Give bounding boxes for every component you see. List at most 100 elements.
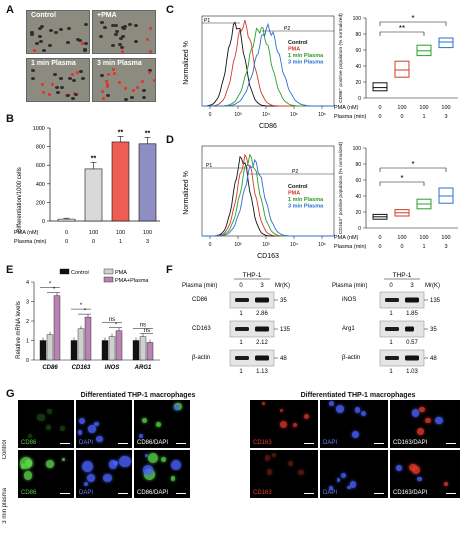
fluorescence-image: DAPI xyxy=(76,400,132,448)
cell xyxy=(99,74,104,78)
gate-p2: P2 xyxy=(284,26,290,32)
legend-entry: Control xyxy=(288,184,308,190)
cell-signal xyxy=(108,460,118,469)
x-tick-label: 0 xyxy=(209,112,212,118)
x-tick-label: 10³ xyxy=(234,112,242,118)
cell xyxy=(124,86,128,90)
blot-protein-label: iNOS xyxy=(342,297,356,303)
scale-bar xyxy=(176,443,186,444)
cell xyxy=(120,45,125,49)
cell-signal xyxy=(45,425,51,430)
category-label: CD86 xyxy=(42,365,58,371)
blot-condition-label: Plasma (min) xyxy=(332,283,367,289)
cell xyxy=(59,27,64,31)
blot-protein-label: CD163 xyxy=(192,326,211,332)
histogram-curve xyxy=(202,158,334,237)
bar xyxy=(101,340,109,361)
cell xyxy=(39,24,44,28)
blot-band xyxy=(235,356,249,360)
legend-entry: PMA+Plasma xyxy=(115,278,149,284)
cell xyxy=(136,86,140,90)
row-label-pma: PMA (nM) xyxy=(14,230,39,236)
fluorescence-channel-label: DAPI xyxy=(323,440,338,446)
cell xyxy=(40,83,44,87)
cell-signal xyxy=(411,409,420,417)
row-value: 100 xyxy=(397,105,406,111)
legend-entry: PMA xyxy=(288,47,300,53)
blot-band xyxy=(235,327,249,331)
cell xyxy=(67,27,72,31)
row-value: 100 xyxy=(89,230,98,236)
blot-header: THP-1 xyxy=(393,272,412,279)
y-axis-label: Normalized % xyxy=(183,171,190,215)
fluorescence-row-label-plasma: 3 min plasma xyxy=(2,488,8,524)
cell-signal xyxy=(347,485,351,489)
cell-signal xyxy=(156,422,161,428)
band-quantification: 1.85 xyxy=(406,311,418,317)
row-value: 100 xyxy=(441,235,450,241)
fluorescence-channel-label: CD86/DAPI xyxy=(137,440,169,446)
cell xyxy=(39,39,44,43)
cell xyxy=(119,36,124,40)
box xyxy=(438,37,454,49)
row-value: 100 xyxy=(419,105,428,111)
y-tick-label: 1000 xyxy=(33,126,45,132)
cell xyxy=(81,76,86,80)
cell-signal xyxy=(351,431,359,439)
row-value: 100 xyxy=(419,235,428,241)
row-value: 0 xyxy=(92,239,95,245)
cell xyxy=(52,72,57,76)
band-quantification: 1 xyxy=(239,311,243,317)
legend-entry: 1 min Plasma xyxy=(288,197,324,203)
row-label-plasma: Plasma (min) xyxy=(334,244,367,250)
cell-signal xyxy=(425,417,431,424)
cell xyxy=(79,69,84,73)
cell xyxy=(105,82,109,86)
cell xyxy=(112,67,116,71)
cell-signal xyxy=(160,456,166,462)
cell-signal xyxy=(417,476,422,482)
box-plot-cd163: CD163⁺ positive population (% normalized… xyxy=(334,142,458,250)
lane-label: 0 xyxy=(389,283,393,289)
x-axis-label: CD163 xyxy=(257,253,279,260)
row-value: 0 xyxy=(378,114,381,120)
row-value: 3 xyxy=(146,239,149,245)
cell xyxy=(34,42,39,46)
cell-signal xyxy=(271,453,276,458)
row-value: 100 xyxy=(143,230,152,236)
band-quantification: 0.57 xyxy=(406,340,418,346)
micrograph-label: Control xyxy=(31,12,56,19)
y-tick-label: 20 xyxy=(355,210,361,216)
significance-star: * xyxy=(400,174,403,183)
bar xyxy=(84,316,92,361)
x-axis-label: CD86 xyxy=(259,123,277,130)
gate-p1: P1 xyxy=(206,163,212,169)
category-label: ARG1 xyxy=(134,365,152,371)
blot-band xyxy=(255,326,269,332)
cell xyxy=(54,85,59,89)
row-value: 0 xyxy=(378,235,381,241)
cell-signal xyxy=(148,452,159,463)
cell xyxy=(59,76,64,80)
cell xyxy=(48,43,53,47)
blot-band xyxy=(405,297,419,303)
fluorescence-image: DAPI xyxy=(320,450,388,498)
significance-star: ** xyxy=(91,155,97,162)
fluorescence-image: CD86/DAPI xyxy=(134,400,190,448)
row-value: 100 xyxy=(116,230,125,236)
band-quantification: 1 xyxy=(239,369,243,375)
panel-label-e: E xyxy=(6,264,14,276)
y-tick-label: 1 xyxy=(26,339,29,345)
category-label: iNOS xyxy=(105,365,120,371)
band-quantification: 1 xyxy=(239,340,243,346)
bar xyxy=(39,340,47,361)
x-tick-label: 10³ xyxy=(262,242,270,248)
bar xyxy=(77,328,85,361)
bar xyxy=(146,342,154,361)
cell-signal xyxy=(444,482,449,487)
cell xyxy=(122,26,127,30)
fluorescence-channel-label: DAPI xyxy=(79,490,94,496)
band-quantification: 2.86 xyxy=(256,311,268,317)
cell xyxy=(84,22,89,26)
panel-label-d: D xyxy=(166,134,174,146)
